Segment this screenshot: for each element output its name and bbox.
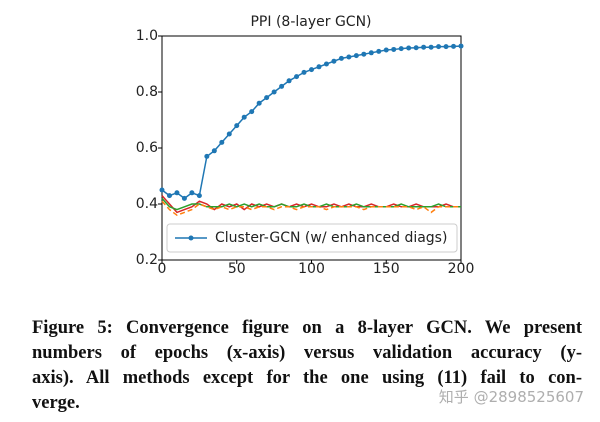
point bbox=[346, 54, 352, 60]
legend-label: Cluster-GCN (w/ enhanced diags) bbox=[215, 230, 447, 246]
point bbox=[309, 67, 314, 73]
point bbox=[219, 139, 225, 145]
watermark: 知乎 @2898525607 bbox=[438, 388, 584, 406]
point bbox=[189, 190, 195, 196]
point bbox=[166, 193, 172, 199]
x-tick-label: 0 bbox=[158, 261, 167, 277]
point bbox=[159, 187, 165, 193]
point bbox=[338, 55, 344, 61]
point bbox=[361, 51, 367, 57]
chart-title: PPI (8-layer GCN) bbox=[250, 14, 371, 30]
point bbox=[301, 69, 307, 75]
point bbox=[204, 153, 210, 159]
point bbox=[211, 148, 217, 154]
series-line bbox=[161, 195, 461, 214]
point bbox=[398, 46, 404, 52]
point bbox=[413, 45, 419, 51]
caption: Figure 5: Convergence figure on a 8-laye… bbox=[32, 316, 582, 416]
caption-line: axis). All methods except for the one us… bbox=[32, 368, 582, 388]
point bbox=[286, 78, 292, 84]
point bbox=[294, 74, 300, 80]
point bbox=[383, 47, 389, 53]
y-tick-label: 0.8 bbox=[136, 84, 158, 100]
point bbox=[316, 64, 322, 70]
legend-marker bbox=[188, 235, 194, 241]
point bbox=[271, 89, 277, 95]
y-tick-label: 0.6 bbox=[136, 140, 158, 156]
point bbox=[196, 193, 202, 199]
point bbox=[443, 44, 449, 50]
point bbox=[241, 114, 247, 120]
point bbox=[368, 50, 374, 56]
point bbox=[421, 44, 427, 50]
chart: PPI (8-layer GCN) 0.2 0.4 0.6 0.8 1.0 0 50 100 1… bbox=[136, 14, 475, 277]
point bbox=[451, 43, 457, 49]
point bbox=[256, 100, 262, 106]
y-tick-label: 0.2 bbox=[136, 252, 158, 268]
caption-line: numbers of epochs (x-axis) versus valida… bbox=[32, 343, 582, 363]
caption-line: Figure 5: Convergence figure on a 8-laye… bbox=[32, 318, 582, 338]
x-tick-label: 200 bbox=[448, 261, 475, 277]
point bbox=[279, 83, 285, 89]
point bbox=[226, 131, 232, 137]
legend-box bbox=[166, 223, 458, 253]
y-tick-label: 0.4 bbox=[136, 196, 158, 212]
point bbox=[428, 44, 434, 50]
point bbox=[323, 61, 329, 67]
point bbox=[264, 95, 270, 101]
point bbox=[249, 109, 255, 115]
caption-line: verge. bbox=[32, 393, 80, 413]
point bbox=[331, 58, 337, 64]
point bbox=[181, 195, 187, 201]
point bbox=[436, 44, 442, 50]
point bbox=[353, 53, 359, 59]
x-tick-label: 150 bbox=[373, 261, 400, 277]
point bbox=[458, 43, 464, 49]
point bbox=[234, 123, 240, 129]
y-tick-label: 1.0 bbox=[136, 28, 158, 44]
x-tick-label: 100 bbox=[298, 261, 325, 277]
series-line bbox=[161, 200, 461, 217]
point bbox=[174, 190, 180, 196]
x-tick-label: 50 bbox=[228, 261, 246, 277]
point bbox=[406, 45, 412, 51]
point bbox=[391, 46, 397, 52]
point bbox=[376, 48, 382, 54]
